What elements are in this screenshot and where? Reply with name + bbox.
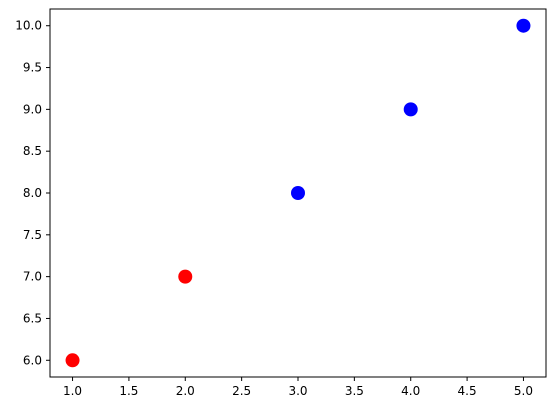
x-tick-label: 3.5: [345, 384, 364, 398]
x-tick-label: 5.0: [514, 384, 533, 398]
x-tick-label: 2.5: [232, 384, 251, 398]
x-tick-label: 1.0: [63, 384, 82, 398]
scatter-point: [178, 269, 193, 284]
data-points: [65, 18, 531, 368]
y-tick-label: 8.5: [23, 144, 42, 158]
y-tick-label: 9.0: [23, 102, 42, 116]
y-tick-label: 8.0: [23, 186, 42, 200]
x-tick-label: 2.0: [176, 384, 195, 398]
x-tick-label: 4.0: [401, 384, 420, 398]
y-tick-label: 7.0: [23, 270, 42, 284]
y-axis: 6.0 6.5 7.0 7.5 8.0 8.5 9.0 9.5 10.0: [15, 19, 50, 367]
y-tick-label: 10.0: [15, 19, 42, 33]
x-tick-label: 4.5: [458, 384, 477, 398]
y-tick-label: 6.5: [23, 311, 42, 325]
x-tick-label: 1.5: [119, 384, 138, 398]
y-tick-label: 7.5: [23, 228, 42, 242]
scatter-point: [403, 102, 418, 117]
y-tick-label: 6.0: [23, 353, 42, 367]
scatter-point: [65, 353, 80, 368]
x-axis: 1.0 1.5 2.0 2.5 3.0 3.5 4.0 4.5 5.0: [63, 377, 533, 398]
x-tick-label: 3.0: [288, 384, 307, 398]
scatter-point: [516, 18, 531, 33]
y-tick-label: 9.5: [23, 61, 42, 75]
scatter-point: [291, 186, 305, 200]
